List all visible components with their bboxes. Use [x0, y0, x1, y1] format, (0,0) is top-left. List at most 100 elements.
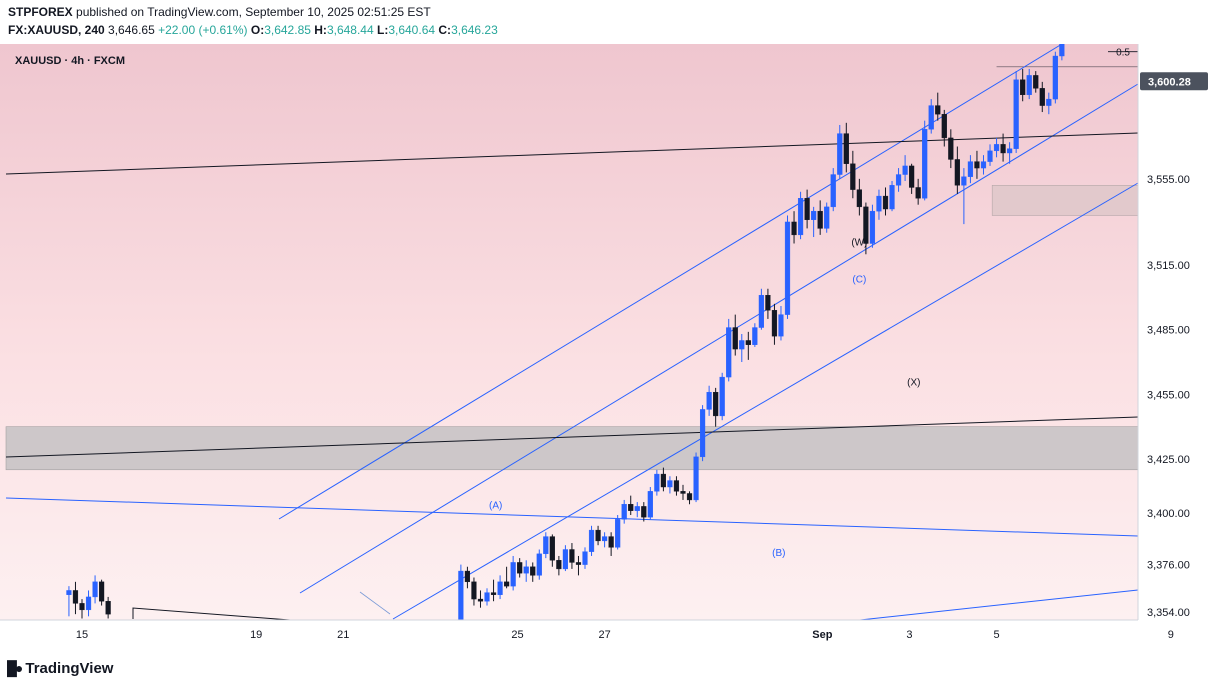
publication-header: STPFOREX published on TradingView.com, S…: [0, 0, 1219, 44]
ohlc-line: FX:XAUUSD, 240 3,646.65 +22.00 (+0.61%) …: [8, 23, 498, 37]
candle-body: [628, 504, 634, 511]
channel-middle: [299, 83, 1139, 594]
candle-body: [928, 105, 934, 130]
publisher-line: STPFOREX published on TradingView.com, S…: [8, 5, 431, 19]
candle-body: [843, 133, 849, 164]
tradingview-logo[interactable]: █● TradingView: [7, 660, 113, 677]
candle-body: [771, 310, 778, 337]
candle-body: [66, 590, 72, 595]
candle-body: [497, 581, 503, 595]
candle-body: [961, 176, 967, 186]
candle-body: [980, 161, 987, 169]
trend-line-middle: [5, 416, 1139, 458]
candle-body: [1046, 98, 1052, 106]
candle-body: [523, 566, 529, 574]
candle-body: [752, 327, 758, 345]
time-tick-label: 15: [76, 629, 88, 641]
symbol-label: FX:XAUUSD, 240: [8, 23, 105, 37]
candle-body: [837, 133, 843, 175]
candle-body: [758, 295, 764, 328]
candle-body: [673, 480, 680, 492]
candle-body: [79, 603, 85, 611]
candle-body: [575, 562, 582, 565]
candle-body: [549, 536, 555, 561]
candle-body: [882, 195, 889, 210]
candle-body: [876, 195, 882, 212]
candle-body: [987, 150, 993, 162]
price-tick-label: 3,425.00: [1147, 454, 1190, 466]
trend-line-lower: [132, 607, 291, 621]
support-zone: [5, 426, 1139, 471]
time-tick-label: 3: [906, 629, 912, 641]
candle-body: [477, 598, 484, 602]
candle-body: [974, 161, 980, 169]
candle-body: [471, 581, 477, 600]
time-tick-label: 21: [337, 629, 349, 641]
candle-body: [569, 549, 575, 563]
candle-body: [484, 592, 490, 602]
candle-body: [1033, 75, 1039, 89]
candle-body: [464, 570, 471, 583]
candle-body: [948, 137, 954, 160]
candle-body: [634, 506, 640, 511]
candle-body: [543, 536, 549, 555]
time-axis[interactable]: [0, 620, 1219, 650]
time-tick-label: 19: [250, 629, 262, 641]
candle-body: [895, 174, 902, 186]
candle-body: [85, 596, 92, 611]
price-tick-label: 3,354.00: [1147, 607, 1190, 619]
chart-legend: XAUUSD · 4h · FXCM: [15, 55, 125, 67]
candle-body: [909, 165, 915, 188]
candle-body: [706, 391, 712, 410]
candle-body: [1026, 75, 1032, 96]
candle-body: [941, 113, 947, 139]
candle-body: [582, 551, 588, 565]
trend-line-blue: [5, 497, 1139, 537]
fib-level-label: 0.5: [1116, 48, 1130, 59]
candle-body: [1039, 88, 1045, 106]
tradingview-logo-text: TradingView: [25, 660, 114, 677]
candle-body: [588, 529, 595, 552]
level-price-label: 3,600.28: [1148, 76, 1191, 88]
candle-body: [739, 340, 745, 350]
wave-label: (B): [772, 548, 785, 559]
price-tick-label: 3,400.00: [1147, 508, 1190, 520]
trend-line-blue-bottom: [859, 589, 1139, 621]
candle-body: [686, 493, 693, 501]
candle-body: [504, 581, 510, 587]
candle-body: [660, 473, 666, 488]
price-axis[interactable]: [1138, 44, 1219, 620]
level-price-tag: [1140, 72, 1208, 91]
candle-body: [817, 210, 823, 229]
price-tick-label: 3,376.00: [1147, 560, 1190, 572]
candle-body: [1013, 79, 1019, 149]
candle-body: [536, 553, 542, 576]
candle-body: [954, 159, 960, 186]
time-tick-label: 25: [511, 629, 523, 641]
footer: █● TradingView: [0, 650, 1219, 688]
plot-background: [0, 44, 1138, 620]
price-tick-label: 3,485.00: [1147, 325, 1190, 337]
wave-label: (W): [851, 238, 867, 249]
time-tick-label: Sep: [812, 629, 832, 641]
candle-body: [726, 327, 732, 378]
candle-body: [719, 376, 725, 417]
candle-body: [517, 562, 523, 574]
price-change: +22.00 (+0.61%): [158, 23, 248, 37]
open-value: 3,642.85: [264, 23, 311, 37]
candle-body: [797, 198, 804, 236]
candle-body: [1007, 148, 1013, 154]
price-chart[interactable]: (A)(B)(C)(W)(X)(Y)0.780.3820.51.6181.382…: [0, 44, 1219, 650]
candle-body: [889, 185, 895, 210]
low-value: 3,640.64: [388, 23, 436, 37]
published-text: published on TradingView.com, September …: [76, 5, 431, 19]
candle-body: [98, 581, 105, 602]
candle-body: [804, 198, 810, 220]
candle-body: [915, 187, 921, 199]
candle-body: [641, 506, 647, 518]
candle-body: [72, 590, 79, 604]
candle-body: [856, 189, 862, 208]
candle-body: [902, 165, 908, 175]
channel-lower: [392, 182, 1139, 620]
publisher-name[interactable]: STPFOREX: [8, 5, 73, 19]
